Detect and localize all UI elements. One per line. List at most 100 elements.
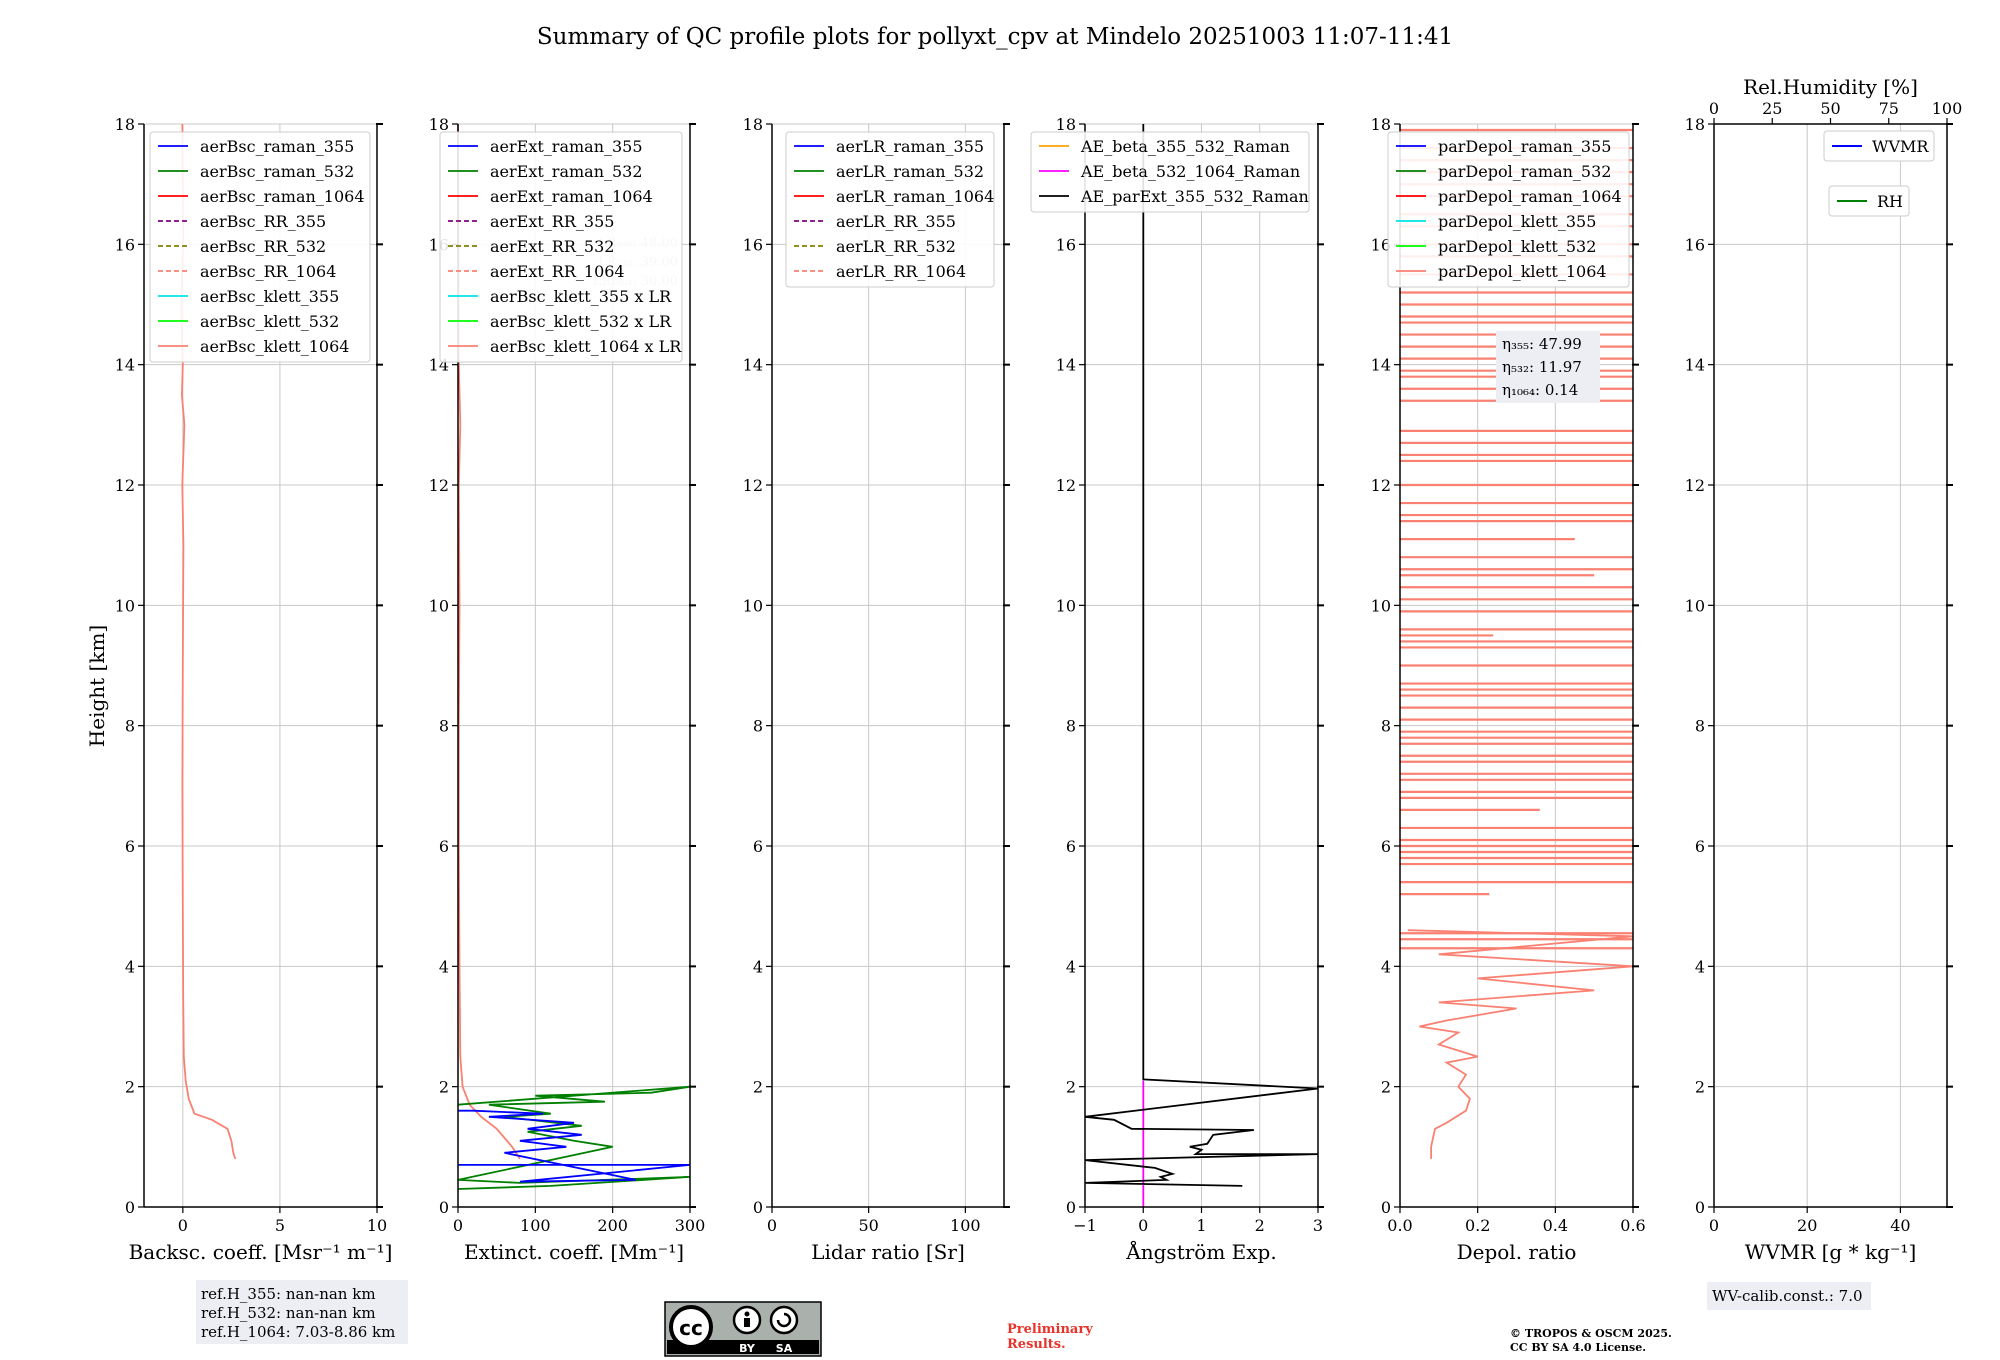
x-tick-label: 0 (1138, 1216, 1148, 1235)
series-line-parDepol_klett_1064 (1407, 929, 1634, 1159)
x-axis-label: Lidar ratio [Sr] (811, 1240, 965, 1264)
x-tick-label: 0 (178, 1216, 188, 1235)
top-x-tick-label: 100 (1932, 99, 1963, 118)
y-tick-label: 6 (1381, 837, 1391, 856)
legend-label: parDepol_klett_532 (1438, 237, 1596, 256)
x-axis-label: WVMR [g * kg⁻¹] (1745, 1240, 1917, 1264)
x-tick-label: 5 (275, 1216, 285, 1235)
legend-box (1823, 130, 1935, 162)
x-tick-label: −1 (1073, 1216, 1097, 1235)
y-tick-label: 12 (1056, 476, 1076, 495)
legend-label: aerBsc_klett_355 x LR (490, 287, 672, 306)
legend-label: aerExt_raman_1064 (490, 187, 653, 206)
legend-box (1828, 185, 1910, 217)
y-axis-label: Height [km] (85, 625, 109, 747)
refh-532: ref.H_532: nan-nan km (201, 1304, 376, 1322)
y-tick-label: 4 (1066, 957, 1076, 976)
results-label: Results. (1007, 1337, 1066, 1352)
y-tick-label: 12 (1685, 476, 1705, 495)
top-x-tick-label: 0 (1709, 99, 1719, 118)
legend-label: aerLR_raman_532 (836, 162, 984, 181)
x-tick-label: 0.4 (1543, 1216, 1568, 1235)
y-tick-label: 0 (1066, 1198, 1076, 1217)
y-tick-label: 0 (1695, 1198, 1705, 1217)
legend-label: aerBsc_klett_1064 (200, 337, 349, 356)
y-tick-label: 10 (115, 596, 135, 615)
y-tick-label: 2 (1066, 1078, 1076, 1097)
panel-wv: 0 20 40 0 2 4 6 8 10 12 14 16 18 WVMR [g * kg⁻¹] 0 25 50… (1685, 75, 1963, 1264)
legend-label: parDepol_raman_1064 (1438, 187, 1622, 206)
y-tick-label: 10 (1685, 596, 1705, 615)
legend-label: aerBsc_RR_1064 (200, 262, 336, 281)
y-tick-label: 14 (115, 356, 135, 375)
y-tick-label: 18 (1685, 115, 1705, 134)
x-tick-label: 100 (950, 1216, 981, 1235)
legend-label: aerLR_raman_355 (836, 137, 984, 156)
y-tick-label: 2 (753, 1078, 763, 1097)
y-tick-label: 10 (1371, 596, 1391, 615)
preliminary-label: Preliminary (1007, 1322, 1093, 1337)
top-x-tick-label: 25 (1762, 99, 1782, 118)
x-tick-label: 0.2 (1465, 1216, 1490, 1235)
top-x-tick-label: 75 (1879, 99, 1899, 118)
legend-label: aerExt_raman_532 (490, 162, 643, 181)
y-tick-label: 6 (1066, 837, 1076, 856)
y-tick-label: 4 (439, 957, 449, 976)
y-tick-label: 8 (1381, 717, 1391, 736)
legend-label: aerLR_RR_1064 (836, 262, 966, 281)
y-tick-label: 0 (1381, 1198, 1391, 1217)
legend-label: AE_beta_532_1064_Raman (1080, 162, 1300, 181)
y-tick-label: 16 (743, 235, 763, 254)
x-tick-label: 0 (767, 1216, 777, 1235)
sa-arrow-icon (776, 1312, 792, 1328)
legend-label: aerExt_RR_532 (490, 237, 614, 256)
x-axis-label: Ångström Exp. (1125, 1239, 1276, 1264)
legend-label: parDepol_klett_1064 (1438, 262, 1607, 281)
refh-355: ref.H_355: nan-nan km (201, 1285, 376, 1303)
series-line-aerExt_raman_532 (457, 1085, 691, 1190)
depol-annotation-text: η₅₃₂: 11.97 (1502, 358, 1582, 376)
y-tick-label: 0 (753, 1198, 763, 1217)
series-line-AE_parExt_355_532_Raman (1084, 124, 1319, 1187)
y-tick-label: 4 (125, 957, 135, 976)
by-person-head (744, 1311, 750, 1317)
y-tick-label: 10 (743, 596, 763, 615)
y-tick-label: 10 (1056, 596, 1076, 615)
cc-circle-icon (669, 1305, 713, 1349)
figure-title: Summary of QC profile plots for pollyxt_… (537, 24, 1453, 50)
legend-label: AE_parExt_355_532_Raman (1080, 187, 1309, 206)
legend-label: aerBsc_RR_355 (200, 212, 326, 231)
x-axis-label: Extinct. coeff. [Mm⁻¹] (464, 1240, 684, 1264)
legend-label: aerExt_RR_355 (490, 212, 614, 231)
y-tick-label: 12 (1371, 476, 1391, 495)
y-tick-label: 6 (753, 837, 763, 856)
depol-annotation-text: η₃₅₅: 47.99 (1502, 335, 1582, 353)
cc-by-label: BY (739, 1342, 756, 1355)
panel-lr: 0 50 100 0 2 4 6 8 10 12 14 16 18 Lidar ratio [Sr] aer… (743, 115, 1010, 1264)
y-tick-label: 0 (439, 1198, 449, 1217)
legend-box (1387, 131, 1630, 288)
by-person-body (744, 1318, 750, 1327)
copyright-line1: © TROPOS & OSCM 2025. (1510, 1327, 1672, 1340)
y-tick-label: 4 (1695, 957, 1705, 976)
y-tick-label: 2 (1695, 1078, 1705, 1097)
cc-license-badge: cc BY SA (664, 1301, 822, 1357)
legend-label: aerExt_RR_1064 (490, 262, 625, 281)
y-tick-label: 8 (753, 717, 763, 736)
panel-depol: 0.0 0.2 0.4 0.6 0 2 4 6 8 10 12 14 16 18 Depol. ratio η… (1371, 115, 1646, 1264)
cc-sa-label: SA (776, 1342, 793, 1355)
legend-label: WVMR (1872, 137, 1929, 156)
cc-badge-text: cc (679, 1316, 703, 1340)
legend-label: aerBsc_raman_1064 (200, 187, 365, 206)
y-tick-label: 18 (429, 115, 449, 134)
x-tick-label: 200 (597, 1216, 628, 1235)
y-tick-label: 14 (1056, 356, 1076, 375)
legend-label: aerLR_RR_532 (836, 237, 956, 256)
panel-bsc: 0 5 10 0 2 4 6 8 10 12 14 16 18 Backsc. coeff. [Msr⁻¹… (115, 115, 393, 1264)
x-tick-label: 2 (1255, 1216, 1265, 1235)
legend-box (1030, 131, 1310, 213)
